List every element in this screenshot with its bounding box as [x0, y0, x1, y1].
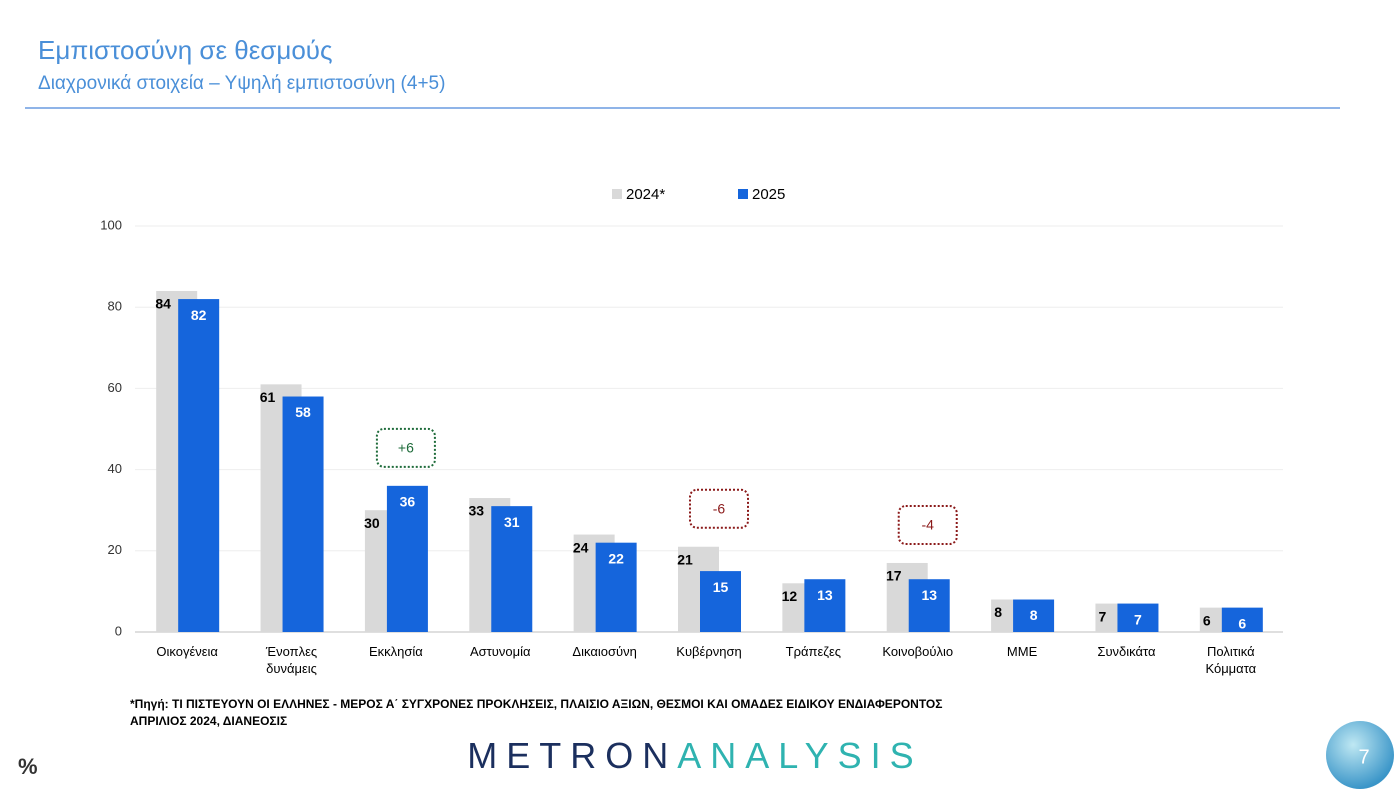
y-tick-label: 60 — [108, 380, 122, 395]
legend-label: 2024* — [626, 186, 665, 203]
bar — [700, 571, 741, 632]
x-tick-label: Εκκλησία — [368, 644, 423, 659]
annotation-text: +6 — [398, 440, 414, 456]
value-label: 22 — [608, 550, 624, 566]
subtitle: Διαχρονικά στοιχεία – Υψηλή εμπιστοσύνη … — [38, 73, 445, 94]
bar — [908, 579, 950, 632]
annotation-box — [375, 427, 436, 468]
bar — [282, 396, 324, 632]
x-tick-label: Πολιτικά Κόμματα — [1205, 644, 1257, 676]
logo-part: METRON — [467, 735, 677, 776]
legend-label: 2025 — [752, 186, 785, 203]
value-label: 31 — [504, 514, 520, 530]
x-tick-label: Οικογένεια — [156, 644, 218, 659]
value-label: 13 — [817, 587, 833, 603]
value-label: 84 — [155, 296, 171, 312]
y-tick-label: 20 — [108, 542, 122, 557]
value-label: 36 — [400, 494, 416, 510]
value-label: 17 — [886, 568, 902, 584]
x-tick-label: Αστυνομία — [469, 644, 531, 659]
value-label: 7 — [1134, 611, 1142, 627]
value-label: 8 — [1030, 607, 1038, 623]
x-tick-label: ΜΜΕ — [1006, 644, 1038, 659]
logo: METRONANALYSIS — [467, 735, 922, 776]
source-line: *Πηγή: ΤΙ ΠΙΣΤΕΥΟΥΝ ΟΙ ΕΛΛΗΝΕΣ - ΜΕΡΟΣ Α… — [130, 697, 943, 711]
value-label: 21 — [677, 551, 693, 567]
value-label: 7 — [1099, 608, 1107, 624]
title: Εμπιστοσύνη σε θεσμούς — [38, 35, 333, 65]
bar — [595, 542, 637, 632]
x-tick-label: Τράπεζες — [785, 644, 842, 659]
source-line: ΑΠΡΙΛΙΟΣ 2024, ΔΙΑΝΕΟΣΙΣ — [130, 714, 288, 728]
x-tick-label: Κοινοβούλιο — [882, 644, 954, 659]
legend-swatch — [738, 189, 748, 199]
bar — [804, 579, 846, 632]
value-label: 24 — [573, 539, 589, 555]
y-tick-label: 100 — [100, 217, 122, 232]
x-tick-label: Δικαιοσύνη — [572, 644, 637, 659]
bar — [491, 506, 533, 632]
y-tick-label: 0 — [115, 623, 122, 638]
annotation-box — [897, 504, 958, 545]
value-label: 6 — [1238, 615, 1246, 631]
annotation-box — [689, 488, 749, 529]
value-label: 12 — [782, 588, 798, 604]
x-tick-label: Κυβέρνηση — [676, 644, 742, 659]
logo-part: ANALYSIS — [677, 735, 922, 776]
value-label: 15 — [713, 579, 729, 595]
bar — [1221, 607, 1263, 632]
annotation-text: -6 — [713, 500, 726, 516]
y-tick-label: 40 — [108, 461, 122, 476]
legend-swatch — [612, 189, 622, 199]
value-label: 30 — [364, 515, 380, 531]
value-label: 13 — [921, 587, 937, 603]
bar — [178, 299, 220, 632]
bar — [1117, 603, 1159, 632]
page-number: 7 — [1358, 746, 1369, 768]
bar — [1013, 599, 1055, 632]
y-tick-label: 80 — [108, 299, 122, 314]
x-tick-label: Ένοπλες δυνάμεις — [265, 644, 318, 676]
value-label: 58 — [295, 404, 311, 420]
value-label: 6 — [1203, 612, 1211, 628]
x-tick-label: Συνδικάτα — [1097, 644, 1156, 659]
unit: % — [18, 754, 38, 779]
bar — [386, 485, 428, 632]
value-label: 33 — [468, 503, 484, 519]
annotation-text: -4 — [922, 517, 935, 533]
page-badge — [1326, 721, 1394, 789]
value-label: 8 — [994, 604, 1002, 620]
value-label: 61 — [260, 389, 276, 405]
value-label: 82 — [191, 307, 207, 323]
